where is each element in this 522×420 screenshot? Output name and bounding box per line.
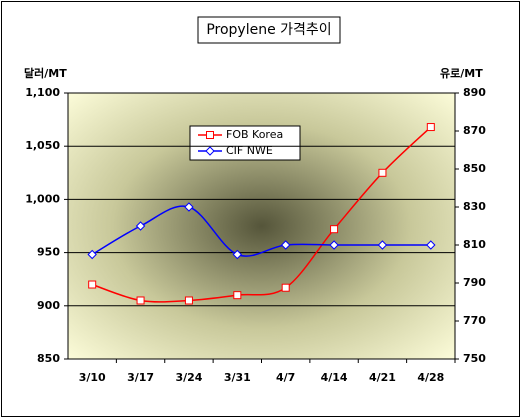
y-tick-label: 1,000 bbox=[25, 192, 60, 205]
chart-title: Propylene 가격추이 bbox=[206, 22, 331, 38]
point bbox=[136, 296, 145, 305]
y-axis-title: 달러/MT bbox=[24, 66, 67, 80]
series-line bbox=[91, 205, 431, 257]
x-tick-label: 3/17 bbox=[127, 371, 154, 384]
point bbox=[426, 123, 435, 132]
y2-axis-title: 유로/MT bbox=[440, 67, 483, 80]
point bbox=[87, 249, 97, 260]
y-tick-label: 1,050 bbox=[25, 139, 60, 152]
y2-tick-label: 770 bbox=[463, 314, 486, 327]
point bbox=[206, 131, 214, 139]
y-tick-label: 1,100 bbox=[25, 86, 60, 99]
y-tick-label: 850 bbox=[37, 352, 60, 365]
point bbox=[281, 283, 290, 292]
x-tick-label: 3/10 bbox=[79, 371, 106, 384]
point bbox=[378, 168, 387, 177]
y2-tick-label: 850 bbox=[463, 162, 486, 175]
x-tick-label: 3/24 bbox=[175, 371, 202, 384]
point bbox=[426, 240, 436, 250]
y2-tick-label: 790 bbox=[463, 276, 486, 289]
point bbox=[232, 249, 243, 260]
point bbox=[135, 221, 146, 231]
point bbox=[184, 296, 193, 305]
x-tick-label: 4/7 bbox=[276, 371, 295, 384]
x-tick-label: 4/28 bbox=[417, 371, 444, 384]
x-tick-label: 3/31 bbox=[224, 371, 251, 384]
point bbox=[205, 146, 215, 156]
point bbox=[233, 291, 242, 300]
y2-tick-label: 810 bbox=[463, 238, 486, 251]
y-tick-label: 900 bbox=[37, 299, 60, 312]
legend-text: CIF NWE bbox=[226, 144, 273, 157]
point bbox=[88, 280, 97, 289]
point bbox=[377, 240, 388, 250]
point bbox=[280, 240, 291, 250]
x-tick-label: 4/21 bbox=[369, 371, 396, 384]
title-box bbox=[197, 16, 341, 44]
y2-tick-label: 750 bbox=[463, 352, 486, 365]
x-tick-label: 4/14 bbox=[321, 371, 348, 384]
y2-tick-label: 890 bbox=[463, 86, 486, 99]
y2-tick-label: 870 bbox=[463, 124, 486, 137]
point bbox=[330, 225, 339, 234]
point bbox=[329, 240, 339, 250]
y-tick-label: 950 bbox=[37, 246, 60, 259]
y2-tick-label: 830 bbox=[463, 200, 486, 213]
point bbox=[184, 202, 194, 212]
legend-text: FOB Korea bbox=[226, 128, 283, 141]
